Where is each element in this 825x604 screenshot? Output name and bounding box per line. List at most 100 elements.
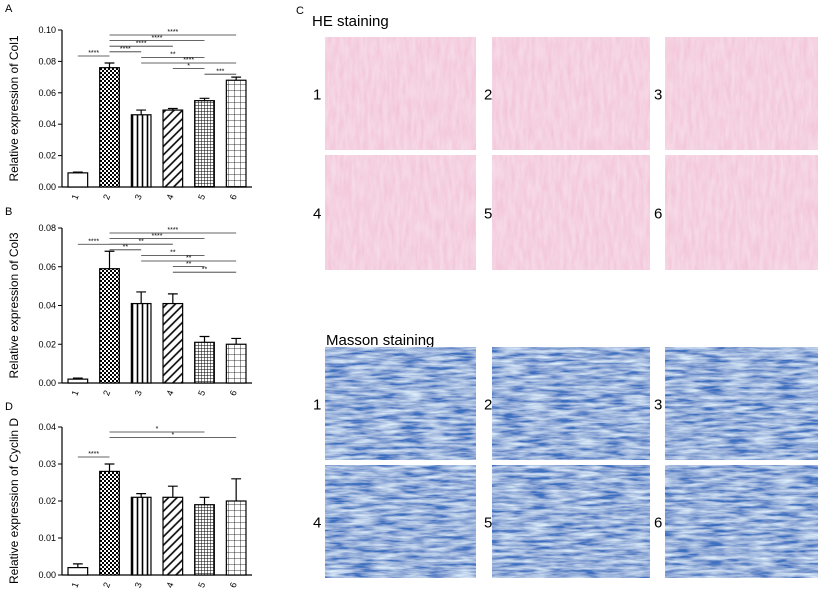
error-bar xyxy=(199,97,210,101)
y-tick-label: 0.01 xyxy=(38,533,56,543)
bar xyxy=(99,268,120,384)
micrograph xyxy=(665,347,818,460)
significance-label: **** xyxy=(136,40,147,47)
bar xyxy=(225,343,247,384)
error-bar xyxy=(199,496,210,505)
he-title: HE staining xyxy=(312,13,389,30)
bar xyxy=(162,496,184,576)
panel-label: B xyxy=(5,206,12,218)
bar xyxy=(162,302,184,384)
x-tick-label: 1 xyxy=(69,581,80,589)
y-tick-label: 0.02 xyxy=(38,496,56,506)
error-bar xyxy=(72,377,83,380)
y-tick-label: 0.00 xyxy=(38,378,56,388)
image-number: 1 xyxy=(313,397,321,414)
significance-label: ** xyxy=(186,261,192,268)
x-tick-label: 3 xyxy=(133,193,144,201)
significance-label: *** xyxy=(216,68,224,75)
panel-label: C xyxy=(296,5,304,17)
x-tick-label: 4 xyxy=(164,389,175,397)
error-bar xyxy=(104,463,115,472)
x-tick-label: 1 xyxy=(69,389,80,397)
y-axis-label: Relative expression of Cyclin D xyxy=(7,418,21,584)
error-bar xyxy=(199,335,210,343)
image-number: 4 xyxy=(313,206,321,223)
micrograph xyxy=(325,347,476,460)
significance-label: ** xyxy=(138,238,144,245)
bar xyxy=(130,302,152,384)
y-tick-label: 0.00 xyxy=(38,570,56,580)
bar xyxy=(194,341,215,384)
y-tick-label: 0.02 xyxy=(38,151,56,161)
y-tick-label: 0.00 xyxy=(38,182,56,192)
significance-label: * xyxy=(187,63,190,70)
significance-label: **** xyxy=(167,29,178,36)
error-bar xyxy=(231,76,242,81)
micrograph xyxy=(325,37,476,150)
y-tick-label: 0.06 xyxy=(38,88,56,98)
y-tick-label: 0.04 xyxy=(38,301,56,311)
bar xyxy=(67,172,89,188)
micrograph xyxy=(665,37,818,150)
bar xyxy=(194,100,215,188)
micrograph xyxy=(492,37,650,150)
significance-label: **** xyxy=(152,35,163,42)
micrograph xyxy=(492,465,650,578)
significance-label: ** xyxy=(170,250,176,257)
significance-label: **** xyxy=(183,57,194,64)
error-bar xyxy=(167,293,178,304)
y-tick-label: 0.04 xyxy=(38,119,56,129)
bar xyxy=(99,470,120,576)
panel-label: D xyxy=(5,401,13,413)
x-tick-label: 1 xyxy=(69,193,80,201)
image-number: 6 xyxy=(654,515,662,532)
bar xyxy=(130,496,152,576)
significance-label: ** xyxy=(123,244,129,251)
significance-label: **** xyxy=(88,451,99,458)
x-tick-label: 5 xyxy=(196,193,207,201)
bar xyxy=(130,114,152,188)
error-bar xyxy=(72,563,83,568)
y-axis-label: Relative expression of Col1 xyxy=(7,35,21,181)
error-bar xyxy=(136,109,147,115)
significance-label: **** xyxy=(120,46,131,53)
significance-label: ** xyxy=(202,266,208,273)
micrograph xyxy=(492,347,650,460)
image-number: 5 xyxy=(484,206,492,223)
x-tick-label: 2 xyxy=(101,193,112,201)
error-bar xyxy=(136,493,147,498)
x-tick-label: 6 xyxy=(228,193,239,201)
bar xyxy=(162,109,184,188)
micrograph xyxy=(325,155,476,270)
bar xyxy=(225,500,247,576)
micrograph xyxy=(665,155,818,270)
image-number: 2 xyxy=(484,397,492,414)
micrograph xyxy=(492,155,650,270)
error-bar xyxy=(167,485,178,498)
image-number: 5 xyxy=(484,515,492,532)
image-number: 4 xyxy=(313,515,321,532)
x-tick-label: 5 xyxy=(196,389,207,397)
image-number: 3 xyxy=(654,397,662,414)
panel-label: A xyxy=(5,3,13,15)
y-tick-label: 0.02 xyxy=(38,339,56,349)
significance-label: * xyxy=(156,426,159,433)
y-axis-label: Relative expression of Col3 xyxy=(7,232,21,378)
y-tick-label: 0.03 xyxy=(38,459,56,469)
significance-label: **** xyxy=(88,50,99,57)
y-tick-label: 0.10 xyxy=(38,25,56,35)
x-tick-label: 2 xyxy=(101,581,112,589)
error-bar xyxy=(72,171,83,173)
error-bar xyxy=(167,107,178,111)
x-tick-label: 6 xyxy=(228,581,239,589)
significance-label: * xyxy=(171,432,174,439)
x-tick-label: 5 xyxy=(196,581,207,589)
image-number: 1 xyxy=(313,87,321,104)
error-bar xyxy=(231,478,242,501)
x-tick-label: 4 xyxy=(164,581,175,589)
masson-title: Masson staining xyxy=(326,332,434,349)
significance-label: ** xyxy=(186,255,192,262)
significance-label: ** xyxy=(170,52,176,59)
bar xyxy=(225,79,247,188)
